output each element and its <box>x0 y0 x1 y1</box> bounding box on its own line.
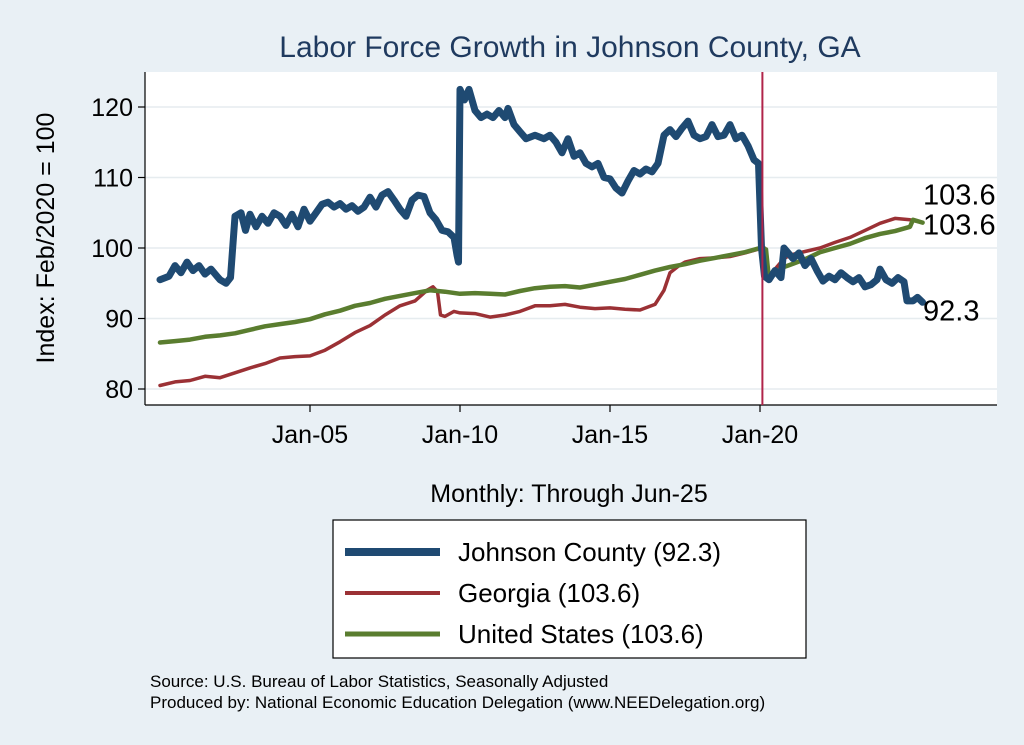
end-label: 103.6 <box>923 210 996 242</box>
gridlines <box>145 106 997 390</box>
x-axis-title: Monthly: Through Jun-25 <box>430 480 707 508</box>
chart-title: Labor Force Growth in Johnson County, GA <box>279 31 860 64</box>
x-tick-label: Jan-05 <box>272 421 348 449</box>
legend-label: United States (103.6) <box>458 619 704 649</box>
x-tick-label: Jan-10 <box>422 421 498 449</box>
legend-entries: Johnson County (92.3) Georgia (103.6) Unit… <box>345 537 721 649</box>
producer-note: Produced by: National Economic Education… <box>150 693 766 712</box>
axes: 80 90 100 110 120 Jan-05 Jan-10 Jan-15 Jan-20 <box>91 72 997 449</box>
legend: Johnson County (92.3) Georgia (103.6) Unit… <box>332 519 807 659</box>
y-axis-title: Index: Feb/2020 = 100 <box>32 113 60 364</box>
end-label: 92.3 <box>923 295 979 327</box>
x-tick-label: Jan-15 <box>572 421 648 449</box>
plot-area <box>145 72 997 405</box>
legend-label: Johnson County (92.3) <box>458 537 721 567</box>
y-tick-label: 90 <box>105 306 133 334</box>
series-lines <box>156 72 927 405</box>
legend-label: Georgia (103.6) <box>458 578 640 608</box>
y-tick-label: 80 <box>105 376 133 404</box>
y-tick-label: 110 <box>93 165 133 193</box>
x-tick-label: Jan-20 <box>722 421 798 449</box>
source-note: Source: U.S. Bureau of Labor Statistics,… <box>150 672 609 691</box>
series-line-johnson-county <box>156 85 927 306</box>
end-label: 103.6 <box>923 180 996 212</box>
y-tick-label: 120 <box>91 94 133 122</box>
y-tick-label: 100 <box>91 235 133 263</box>
